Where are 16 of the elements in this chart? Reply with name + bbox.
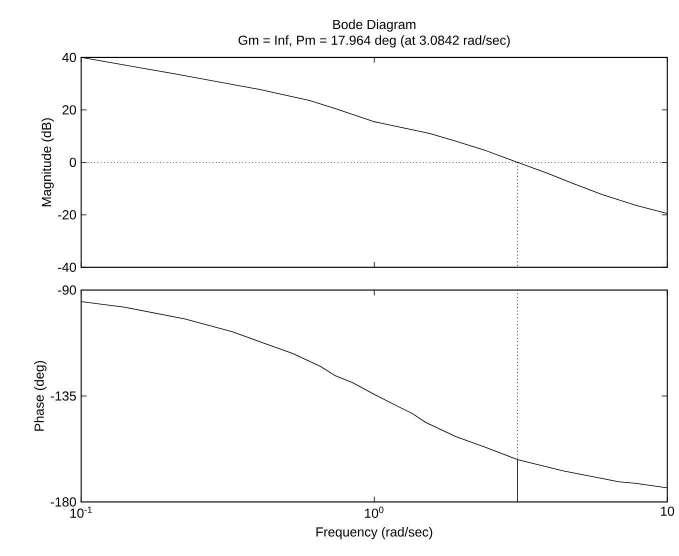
- y-tick-label: -40: [58, 262, 76, 272]
- x-axis-title: Frequency (rad/sec): [316, 526, 432, 540]
- y-axis-title: Magnitude (dB): [42, 118, 54, 206]
- x-tick-label: 10$^{-1}$: [70, 506, 92, 518]
- x-tick-label: 10: [660, 506, 674, 516]
- chart-title: Bode Diagram: [333, 19, 416, 32]
- y-axis-title: Phase (deg): [34, 360, 46, 431]
- y-tick-label: -180: [50, 497, 76, 506]
- y-tick-label: 0: [70, 158, 76, 167]
- y-tick-label: -20: [58, 210, 76, 220]
- chart-subtitle: Gm = Inf, Pm = 17.964 deg (at 3.0842 rad/sec): [238, 35, 510, 48]
- y-tick-label: 40: [62, 52, 76, 62]
- y-tick-label: -90: [58, 285, 76, 295]
- y-tick-label: -135: [50, 391, 76, 400]
- x-tick-label: 10$^{0}$: [365, 506, 384, 518]
- y-tick-label: 20: [62, 105, 76, 114]
